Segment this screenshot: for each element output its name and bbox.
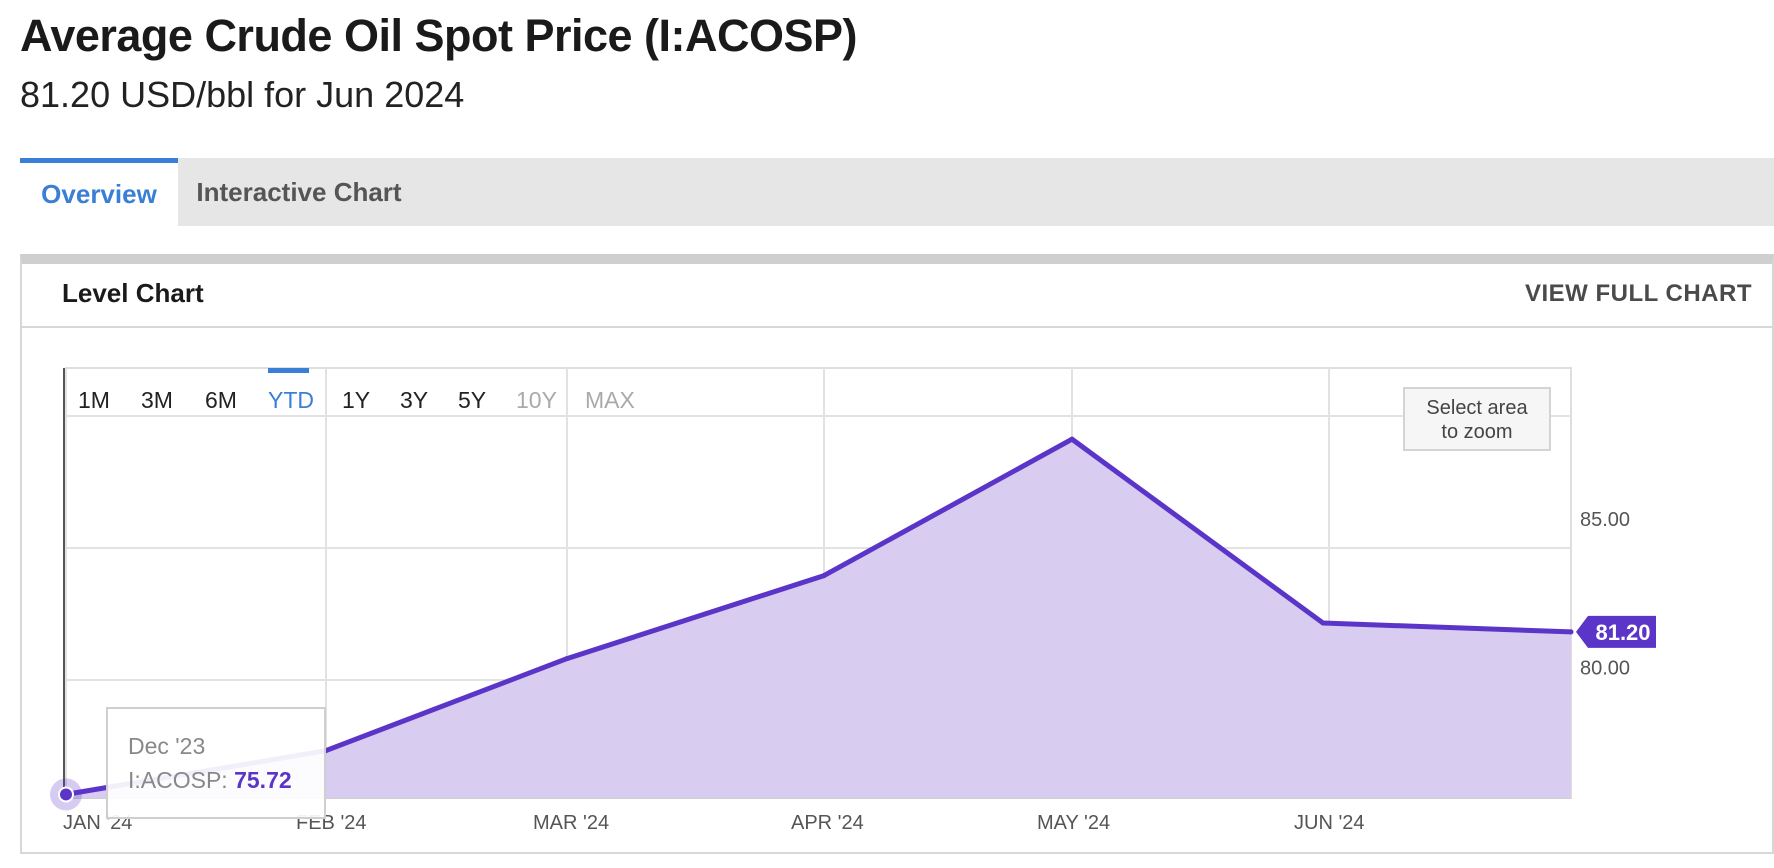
- range-button-ytd[interactable]: YTD: [268, 387, 314, 413]
- range-button-3y[interactable]: 3Y: [400, 387, 428, 413]
- hover-point: [58, 786, 74, 803]
- tooltip: Dec '23 I:ACOSP: 75.72: [106, 707, 326, 819]
- tooltip-value-line: I:ACOSP: 75.72: [128, 767, 292, 793]
- data-point: [1069, 436, 1075, 442]
- range-button-10y: 10Y: [516, 387, 557, 413]
- tab-interactive-chart[interactable]: Interactive Chart: [196, 176, 402, 207]
- view-full-chart-link[interactable]: VIEW FULL CHART: [1524, 280, 1752, 307]
- x-axis-label: MAR '24: [533, 812, 609, 834]
- tooltip-series-name: I:ACOSP:: [128, 767, 234, 793]
- range-button-1m[interactable]: 1M: [78, 387, 110, 413]
- y-axis-label: 80.00: [1580, 658, 1630, 680]
- data-point: [1568, 629, 1574, 635]
- tab-bar: Overview Interactive Chart: [20, 158, 1774, 226]
- range-active-indicator: [268, 368, 309, 373]
- page-title: Average Crude Oil Spot Price (I:ACOSP): [20, 10, 858, 61]
- last-value-flag: 81.20: [1576, 615, 1656, 648]
- tooltip-date: Dec '23: [128, 733, 205, 759]
- range-button-3m[interactable]: 3M: [141, 387, 173, 413]
- range-button-5y[interactable]: 5Y: [458, 387, 486, 413]
- last-value-flag-shape: [1576, 615, 1656, 648]
- data-point: [821, 573, 827, 579]
- x-axis-label: APR '24: [791, 812, 864, 834]
- panel-title: Level Chart: [62, 278, 204, 308]
- tooltip-value: 75.72: [234, 767, 292, 793]
- series-points: [50, 436, 1574, 811]
- y-axis-label: 85.00: [1580, 509, 1630, 531]
- y-axis-labels: 80.00 85.00: [1580, 509, 1630, 679]
- data-point: [1320, 620, 1326, 626]
- last-value-label: 81.20: [1595, 620, 1650, 645]
- x-axis-label: JUN '24: [1294, 812, 1365, 834]
- tab-overview[interactable]: Overview: [20, 158, 178, 226]
- zoom-hint-box: Select area to zoom: [1403, 387, 1551, 451]
- data-point: [564, 656, 570, 662]
- range-button-6m[interactable]: 6M: [205, 387, 237, 413]
- page-subtitle: 81.20 USD/bbl for Jun 2024: [20, 74, 465, 115]
- panel-header: Level Chart VIEW FULL CHART: [22, 264, 1772, 328]
- range-button-max: MAX: [585, 387, 635, 413]
- range-button-1y[interactable]: 1Y: [342, 387, 370, 413]
- range-selector[interactable]: 1M 3M 6M YTD 1Y 3Y 5Y 10Y MAX: [78, 368, 635, 415]
- zoom-hint-line-1: Select area: [1426, 397, 1528, 419]
- x-axis-label: MAY '24: [1037, 812, 1110, 834]
- zoom-hint-line-2: to zoom: [1441, 421, 1512, 443]
